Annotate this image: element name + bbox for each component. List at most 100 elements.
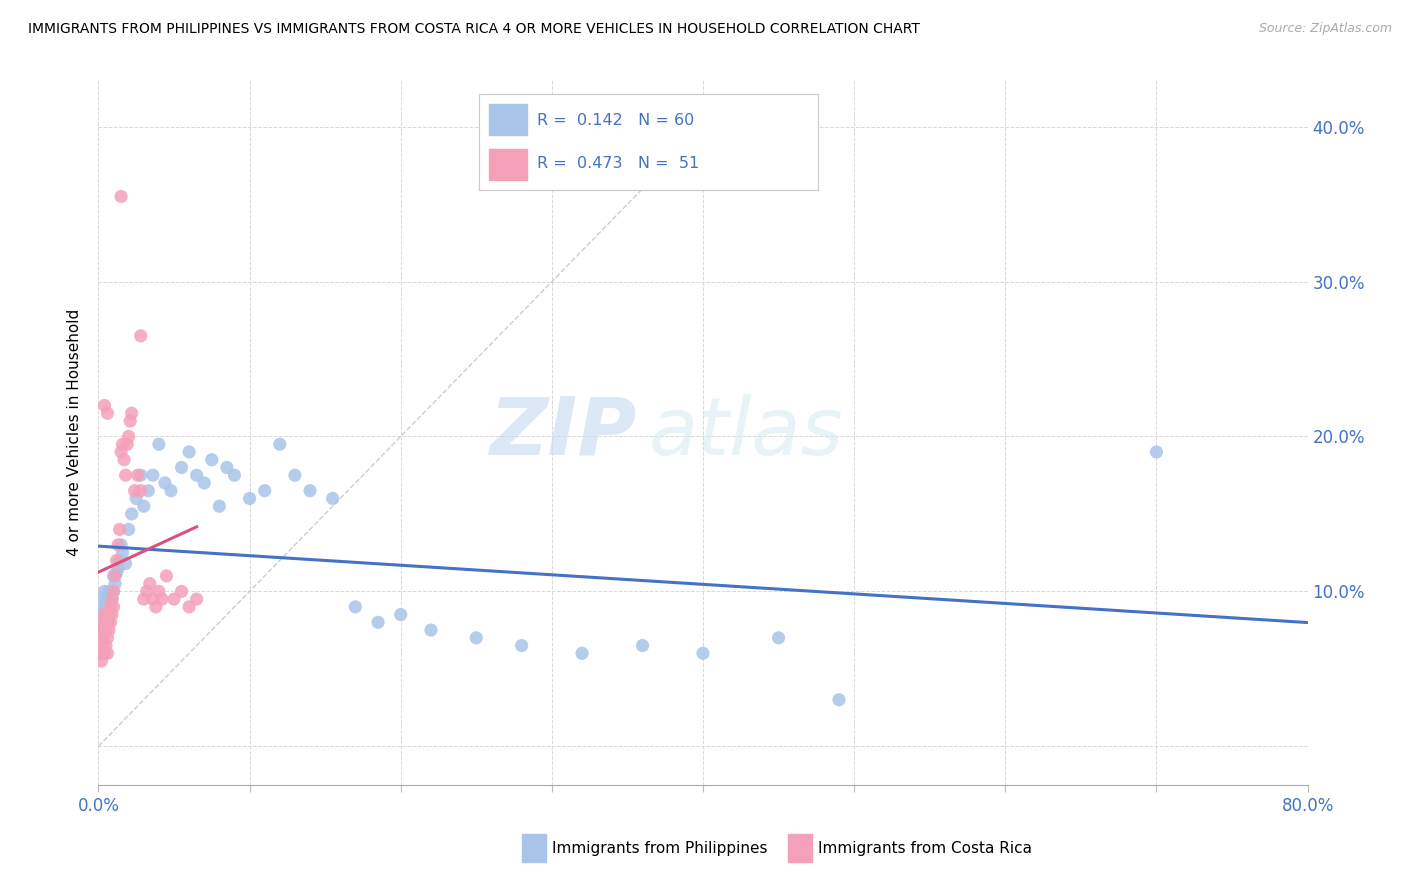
Point <box>135 584 157 599</box>
Point <box>90 654 112 668</box>
Point <box>105 566 128 580</box>
Point <box>110 445 132 459</box>
Point <box>108 553 131 567</box>
Point <box>153 475 176 490</box>
Point <box>129 328 152 343</box>
Point <box>139 576 162 591</box>
Point <box>118 429 141 443</box>
Text: Source: ZipAtlas.com: Source: ZipAtlas.com <box>1258 22 1392 36</box>
Point <box>170 584 193 599</box>
Text: ZIP: ZIP <box>489 393 637 472</box>
Point <box>160 483 183 498</box>
Text: IMMIGRANTS FROM PHILIPPINES VS IMMIGRANTS FROM COSTA RICA 4 OR MORE VEHICLES IN : IMMIGRANTS FROM PHILIPPINES VS IMMIGRANT… <box>28 22 920 37</box>
Point <box>105 553 128 567</box>
Point <box>367 615 389 630</box>
Point <box>179 599 201 614</box>
Point <box>118 523 141 537</box>
Point <box>170 460 193 475</box>
Point <box>96 646 118 660</box>
Point <box>96 615 118 630</box>
Point <box>571 646 593 660</box>
Point <box>101 607 124 622</box>
Point <box>322 491 344 506</box>
Point <box>104 576 127 591</box>
Point <box>155 569 177 583</box>
Point <box>344 599 367 614</box>
Point <box>112 452 135 467</box>
Point <box>98 607 121 622</box>
Point <box>142 592 165 607</box>
Point <box>89 646 111 660</box>
Point <box>114 557 136 571</box>
Point <box>110 538 132 552</box>
Point <box>104 569 127 583</box>
Point <box>148 584 170 599</box>
Point <box>299 483 322 498</box>
Point <box>510 639 533 653</box>
Y-axis label: 4 or more Vehicles in Household: 4 or more Vehicles in Household <box>67 309 83 557</box>
Point <box>94 639 117 653</box>
Point <box>179 445 201 459</box>
Point <box>91 623 114 637</box>
Point <box>98 623 121 637</box>
Point <box>100 599 122 614</box>
Text: Immigrants from Costa Rica: Immigrants from Costa Rica <box>818 841 1032 856</box>
Point <box>100 599 122 614</box>
Text: atlas: atlas <box>648 393 844 472</box>
Point <box>114 468 136 483</box>
Point <box>107 538 129 552</box>
Point <box>96 631 118 645</box>
Point <box>148 437 170 451</box>
Point <box>94 607 117 622</box>
Point <box>111 546 134 560</box>
Point <box>284 468 307 483</box>
Point <box>142 468 165 483</box>
Point <box>90 599 112 614</box>
Point <box>91 592 114 607</box>
Point <box>98 584 121 599</box>
Point <box>389 607 412 622</box>
Point <box>420 623 443 637</box>
Point <box>125 491 148 506</box>
Point <box>93 646 115 660</box>
Point <box>93 607 115 622</box>
Point <box>828 693 851 707</box>
Point <box>98 607 121 622</box>
Point <box>224 468 246 483</box>
Point <box>90 615 112 630</box>
Point <box>121 406 143 420</box>
Point <box>692 646 714 660</box>
Point <box>631 639 654 653</box>
Point <box>127 468 149 483</box>
Point <box>253 483 276 498</box>
Point <box>94 597 117 611</box>
Point <box>103 584 125 599</box>
Point <box>121 507 143 521</box>
Point <box>129 468 152 483</box>
Point <box>208 499 231 513</box>
Point <box>239 491 262 506</box>
Point <box>89 607 111 622</box>
Point <box>96 592 118 607</box>
Point <box>103 569 125 583</box>
Point <box>93 607 115 622</box>
FancyBboxPatch shape <box>787 834 811 863</box>
Point <box>111 437 134 451</box>
Point <box>93 623 115 637</box>
Point <box>110 189 132 203</box>
Point <box>90 623 112 637</box>
Point <box>91 615 114 630</box>
Point <box>129 483 152 498</box>
Point <box>163 592 186 607</box>
Point <box>120 414 142 428</box>
Point <box>89 631 111 645</box>
Point <box>215 460 238 475</box>
Point <box>93 584 115 599</box>
Point <box>1144 445 1167 459</box>
Point <box>96 406 118 420</box>
Point <box>186 592 208 607</box>
Point <box>465 631 488 645</box>
Point <box>150 592 173 607</box>
Point <box>193 475 215 490</box>
Point <box>115 437 138 451</box>
